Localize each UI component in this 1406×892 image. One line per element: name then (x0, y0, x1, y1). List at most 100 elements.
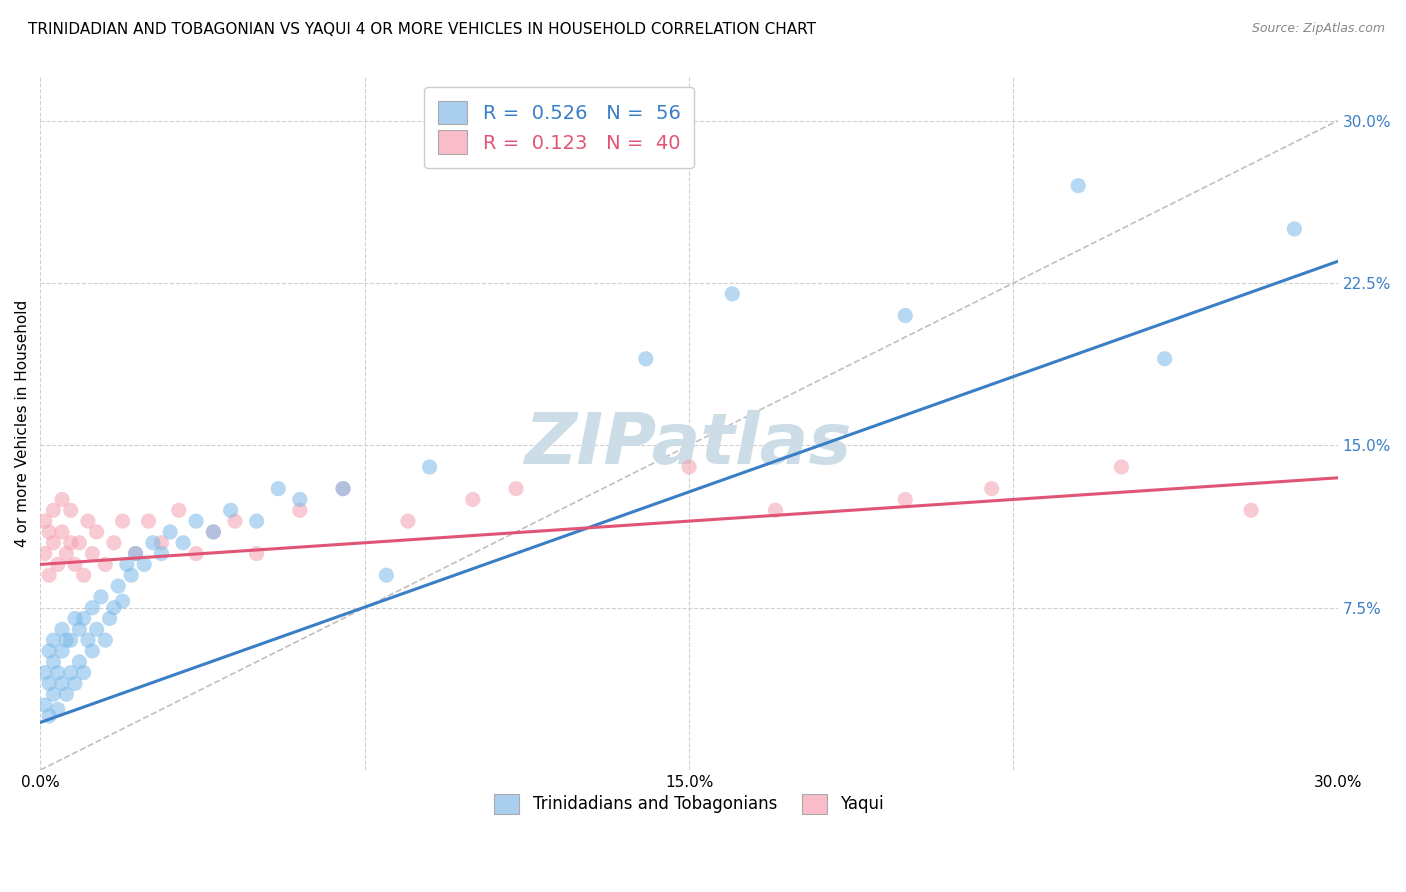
Point (150, 535, 173, 549)
Point (167, 503, 190, 517)
Point (38, 524, 60, 539)
Point (172, 535, 194, 549)
Point (894, 309, 917, 323)
Point (42, 687, 65, 701)
Point (219, 503, 242, 517)
Point (142, 535, 165, 549)
Point (505, 482, 527, 496)
Point (98, 611, 121, 625)
Point (159, 524, 181, 539)
Point (34, 698, 56, 712)
Point (46, 665, 69, 680)
Text: ZIPatlas: ZIPatlas (526, 410, 852, 479)
Point (90, 590, 112, 604)
Point (332, 482, 354, 496)
Point (678, 460, 700, 475)
Point (38, 676, 60, 690)
Point (59, 503, 82, 517)
Point (224, 514, 246, 528)
Point (38, 568, 60, 582)
Point (120, 568, 142, 582)
Point (86, 623, 108, 637)
Point (59, 535, 82, 549)
Point (419, 460, 441, 475)
Point (1240, 503, 1263, 517)
Point (34, 514, 56, 528)
Point (73, 568, 96, 582)
Point (246, 514, 269, 528)
Point (82, 600, 104, 615)
Point (103, 535, 125, 549)
Point (375, 568, 398, 582)
Point (82, 547, 104, 561)
Point (82, 644, 104, 658)
Point (46, 702, 69, 716)
Point (51, 644, 73, 658)
Point (894, 492, 917, 507)
Point (115, 558, 138, 572)
Point (396, 514, 419, 528)
Point (124, 547, 146, 561)
Point (107, 579, 129, 593)
Point (63, 676, 86, 690)
Point (1111, 460, 1133, 475)
Point (42, 633, 65, 648)
Point (134, 558, 156, 572)
Point (55, 633, 77, 648)
Point (150, 547, 173, 561)
Point (55, 687, 77, 701)
Point (634, 351, 657, 366)
Point (59, 665, 82, 680)
Text: Source: ZipAtlas.com: Source: ZipAtlas.com (1251, 22, 1385, 36)
Point (246, 547, 269, 561)
Point (202, 524, 225, 539)
Point (461, 492, 484, 507)
Point (34, 547, 56, 561)
Point (332, 482, 354, 496)
Point (184, 547, 207, 561)
Point (288, 492, 311, 507)
Point (42, 535, 65, 549)
Point (77, 633, 100, 648)
Point (63, 611, 86, 625)
Point (288, 503, 311, 517)
Point (103, 600, 125, 615)
Point (73, 611, 96, 625)
Point (51, 623, 73, 637)
Point (1067, 178, 1090, 193)
Point (42, 655, 65, 669)
Point (46, 558, 69, 572)
Point (184, 514, 207, 528)
Point (55, 547, 77, 561)
Point (1284, 222, 1306, 236)
Point (38, 709, 60, 723)
Point (111, 594, 134, 608)
Point (86, 524, 108, 539)
Point (1153, 351, 1175, 366)
Point (73, 665, 96, 680)
Point (51, 676, 73, 690)
Point (721, 286, 744, 301)
Point (138, 514, 160, 528)
Point (63, 558, 86, 572)
Y-axis label: 4 or more Vehicles in Household: 4 or more Vehicles in Household (15, 300, 30, 548)
Point (94, 558, 117, 572)
Point (67, 623, 90, 637)
Point (67, 655, 90, 669)
Point (51, 524, 73, 539)
Point (38, 644, 60, 658)
Point (980, 482, 1002, 496)
Point (765, 503, 787, 517)
Point (202, 524, 225, 539)
Text: TRINIDADIAN AND TOBAGONIAN VS YAQUI 4 OR MORE VEHICLES IN HOUSEHOLD CORRELATION : TRINIDADIAN AND TOBAGONIAN VS YAQUI 4 OR… (28, 22, 815, 37)
Point (124, 547, 146, 561)
Point (111, 514, 134, 528)
Point (94, 633, 117, 648)
Point (34, 665, 56, 680)
Legend: Trinidadians and Tobagonians, Yaqui: Trinidadians and Tobagonians, Yaqui (484, 784, 894, 824)
Point (267, 482, 290, 496)
Point (67, 535, 90, 549)
Point (77, 514, 100, 528)
Point (59, 633, 82, 648)
Point (51, 492, 73, 507)
